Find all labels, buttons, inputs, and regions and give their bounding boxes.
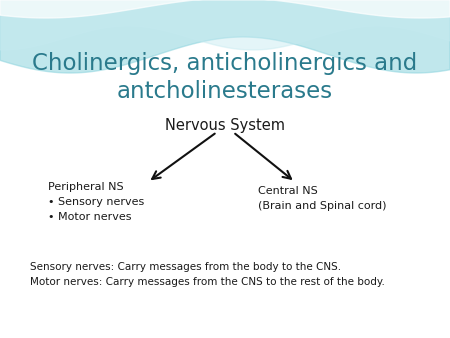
Text: Central NS
(Brain and Spinal cord): Central NS (Brain and Spinal cord)	[258, 186, 387, 211]
Text: Cholinergics, anticholinergics and: Cholinergics, anticholinergics and	[32, 52, 418, 75]
Text: Nervous System: Nervous System	[165, 118, 285, 133]
Text: Sensory nerves: Carry messages from the body to the CNS.
Motor nerves: Carry mes: Sensory nerves: Carry messages from the …	[30, 262, 385, 287]
Text: antcholinesterases: antcholinesterases	[117, 80, 333, 103]
Text: Peripheral NS
• Sensory nerves
• Motor nerves: Peripheral NS • Sensory nerves • Motor n…	[48, 182, 144, 222]
